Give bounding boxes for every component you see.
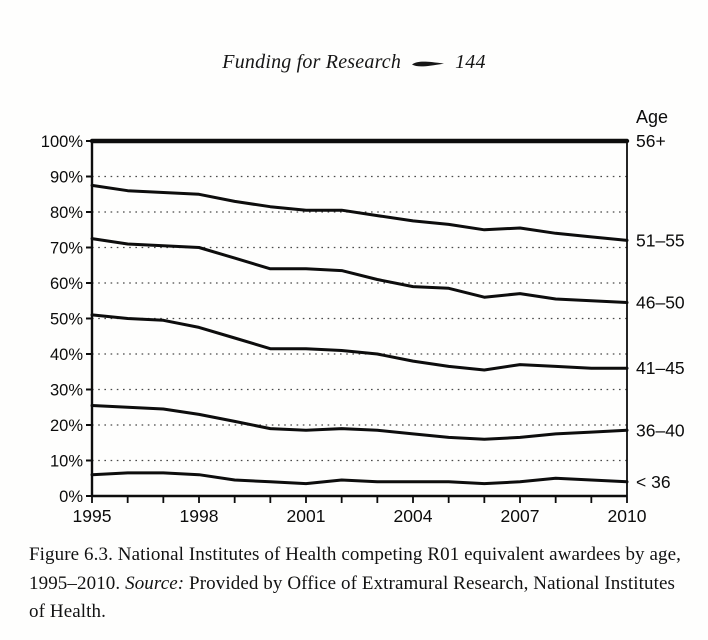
x-tick-label: 2010 bbox=[608, 506, 647, 526]
series-lines bbox=[89, 138, 630, 486]
age-label: < 36 bbox=[636, 472, 671, 492]
age-label: 41–45 bbox=[636, 358, 685, 378]
gridlines bbox=[92, 175, 627, 462]
caption-source-label: Source: bbox=[125, 572, 185, 594]
series-line-36-40 bbox=[90, 404, 629, 441]
x-tick-label: 1995 bbox=[73, 506, 112, 526]
x-tick-label: 2004 bbox=[394, 506, 433, 526]
y-tick-label: 40% bbox=[50, 346, 83, 364]
caption-source-text: Provided by Office of Extramural Researc… bbox=[29, 572, 676, 623]
y-tick-label: 30% bbox=[50, 382, 83, 400]
y-tick-label: 90% bbox=[50, 169, 83, 187]
series-line-46-50 bbox=[90, 237, 629, 304]
x-tick-label: 1998 bbox=[180, 506, 219, 526]
running-head-page-number: 144 bbox=[455, 51, 486, 73]
y-tick-label: 80% bbox=[50, 204, 83, 222]
age-label: 56+ bbox=[636, 131, 666, 151]
figure-caption: Figure 6.3. National Institutes of Healt… bbox=[29, 541, 693, 627]
age-label: 46–50 bbox=[636, 293, 685, 313]
y-axis-labels: 0% 10% 20% 30% 40% 50% 60% 70% 80% 90% 100% bbox=[41, 133, 92, 506]
age-label: 36–40 bbox=[636, 420, 685, 440]
x-tick-label: 2007 bbox=[501, 506, 540, 526]
running-head: Funding for Research 144 bbox=[0, 51, 708, 74]
x-axis-labels: 1995 1998 2001 2004 2007 2010 bbox=[73, 496, 647, 526]
ornament-dash-icon bbox=[412, 61, 445, 66]
series-line-51-55 bbox=[90, 183, 629, 242]
series-line-41-45 bbox=[90, 313, 629, 372]
caption-main-text: Figure 6.3. National Institutes of Healt… bbox=[29, 544, 682, 594]
running-head-title: Funding for Research bbox=[222, 51, 402, 73]
y-tick-label: 10% bbox=[50, 453, 83, 471]
x-tick-label: 2001 bbox=[287, 506, 326, 526]
legend-title: Age bbox=[636, 107, 668, 127]
y-tick-label: 50% bbox=[50, 311, 83, 329]
y-tick-label: 0% bbox=[59, 488, 83, 506]
y-tick-label: 60% bbox=[50, 275, 83, 293]
age-legend: Age 56+ 51–55 46–50 41–45 36–40 < 36 bbox=[636, 107, 685, 492]
chart: 0%10%20%30%40%50%60%70%80%90%100%1995 199… bbox=[41, 107, 685, 526]
y-tick-label: 20% bbox=[50, 417, 83, 435]
age-label: 51–55 bbox=[636, 230, 685, 250]
series-line--36 bbox=[90, 471, 629, 486]
y-tick-label: 100% bbox=[41, 133, 84, 151]
y-tick-label: 70% bbox=[50, 240, 83, 258]
